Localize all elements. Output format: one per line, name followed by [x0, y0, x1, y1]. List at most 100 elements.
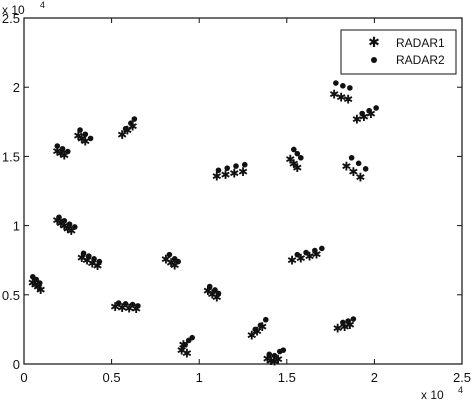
x-multiplier-label: x 10 4 [421, 385, 463, 402]
data-point-radar2 [166, 251, 173, 258]
data-point-radar1: ✱ [170, 259, 180, 273]
data-point-radar1: ✱ [52, 144, 62, 158]
x-tick-label: 0 [20, 370, 27, 385]
plot-frame [23, 17, 463, 365]
data-point-radar2 [175, 258, 181, 265]
legend-label-radar2: RADAR2 [396, 53, 445, 67]
data-point-radar1: ✱ [73, 129, 83, 143]
data-point-radar1: ✱ [285, 153, 295, 167]
data-point-radar1: ✱ [287, 254, 297, 268]
data-point-radar1: ✱ [336, 90, 346, 104]
data-point-radar2 [373, 105, 379, 111]
x-axis-ticks: 0 0.5 1 1.5 2 2.5 [20, 18, 471, 385]
data-point-radar1: ✱ [220, 168, 230, 182]
data-point-radar2 [122, 300, 129, 307]
data-point-radar1: ✱ [238, 165, 248, 179]
data-point-radar2 [340, 319, 346, 326]
legend: ✱ RADAR1 RADAR2 [340, 29, 457, 75]
data-point-radar2 [72, 224, 78, 230]
y-multiplier-label: x 10 4 [2, 0, 45, 17]
data-point-radar2 [212, 287, 218, 293]
data-point-radar1: ✱ [128, 119, 138, 133]
data-point-radar1: ✱ [292, 161, 302, 175]
data-point-radar1: ✱ [28, 276, 38, 290]
data-point-radar1: ✱ [273, 353, 283, 367]
data-point-radar2 [77, 127, 83, 133]
data-point-radar1: ✱ [66, 224, 76, 238]
legend-marker-radar1: ✱ [368, 35, 380, 51]
legend-label-radar1: RADAR1 [396, 36, 445, 50]
data-point-radar2 [182, 341, 188, 348]
data-point-radar2 [241, 161, 248, 168]
data-point-radar1: ✱ [366, 107, 376, 121]
y-multiplier-exponent: 4 [40, 0, 45, 10]
data-point-radar2 [80, 250, 87, 257]
data-point-radar2 [262, 316, 269, 323]
data-point-radar2 [61, 217, 68, 224]
data-point-radar1: ✱ [63, 222, 73, 236]
data-point-radar2 [303, 249, 309, 256]
data-point-radar1: ✱ [182, 346, 192, 360]
data-point-radar2 [128, 120, 134, 126]
data-point-radar2 [266, 351, 273, 358]
y-tick-label: 1 [13, 219, 20, 234]
data-point-radar1: ✱ [289, 157, 299, 171]
data-point-radar2 [91, 256, 97, 262]
data-point-radar1: ✱ [312, 247, 322, 261]
data-point-radar2 [312, 247, 318, 254]
data-point-radar1: ✱ [56, 216, 66, 230]
data-point-radar2 [189, 334, 195, 341]
data-point-radar2 [280, 347, 287, 353]
data-point-radar1: ✱ [203, 284, 213, 298]
data-point-radar1: ✱ [36, 283, 46, 297]
data-point-radar2 [65, 148, 71, 155]
data-point-radar2 [54, 143, 61, 149]
data-point-radar1: ✱ [247, 328, 257, 342]
data-point-radar2 [215, 167, 222, 174]
data-point-radar2 [66, 221, 73, 228]
series-layer: ✱✱✱✱✱✱✱✱✱✱✱✱✱✱✱✱✱✱✱✱✱✱✱✱✱✱✱✱✱✱✱✱✱✱✱✱✱✱✱✱… [28, 80, 379, 369]
data-point-radar1: ✱ [87, 256, 97, 270]
data-point-radar2 [347, 85, 353, 91]
data-point-radar1: ✱ [30, 278, 40, 292]
data-point-radar1: ✱ [341, 160, 351, 174]
data-point-radar2 [129, 301, 136, 308]
data-point-radar2 [257, 322, 264, 329]
x-tick-label: 0.5 [103, 370, 121, 385]
data-point-radar2 [59, 145, 66, 152]
data-point-radar2 [233, 163, 239, 169]
y-tick-label: 2.5 [2, 11, 20, 26]
data-point-radar1: ✱ [305, 250, 315, 264]
y-axis-ticks: 0 0.5 1 1.5 2 2.5 [2, 11, 462, 372]
data-point-radar2 [36, 280, 43, 286]
data-point-radar2 [271, 352, 278, 359]
data-point-radar1: ✱ [329, 88, 339, 102]
y-tick-label: 2 [13, 80, 20, 95]
data-point-radar2 [355, 160, 362, 167]
y-tick-label: 1.5 [2, 149, 20, 164]
data-point-radar1: ✱ [82, 254, 92, 268]
data-point-radar1: ✱ [212, 169, 222, 183]
data-point-radar2 [345, 318, 351, 324]
y-tick-label: 0.5 [2, 288, 20, 303]
data-point-radar1: ✱ [117, 301, 127, 315]
data-point-radar2 [359, 110, 365, 117]
x-tick-label: 2 [371, 370, 378, 385]
data-point-radar1: ✱ [59, 219, 69, 233]
data-point-radar1: ✱ [33, 280, 43, 294]
series-radar1: ✱✱✱✱✱✱✱✱✱✱✱✱✱✱✱✱✱✱✱✱✱✱✱✱✱✱✱✱✱✱✱✱✱✱✱✱✱✱✱✱… [28, 88, 376, 369]
data-point-radar1: ✱ [212, 290, 222, 304]
data-point-radar2 [135, 303, 141, 309]
data-point-radar1: ✱ [296, 252, 306, 266]
data-point-radar1: ✱ [352, 113, 362, 127]
data-point-radar1: ✱ [77, 132, 87, 146]
data-point-radar2 [340, 83, 346, 89]
data-point-radar1: ✱ [52, 214, 62, 228]
data-point-radar1: ✱ [333, 322, 343, 336]
data-point-radar2 [131, 116, 138, 122]
data-point-radar2 [224, 165, 231, 171]
data-point-radar1: ✱ [266, 354, 276, 368]
data-point-radar2 [252, 326, 259, 333]
data-point-radar1: ✱ [131, 302, 141, 316]
